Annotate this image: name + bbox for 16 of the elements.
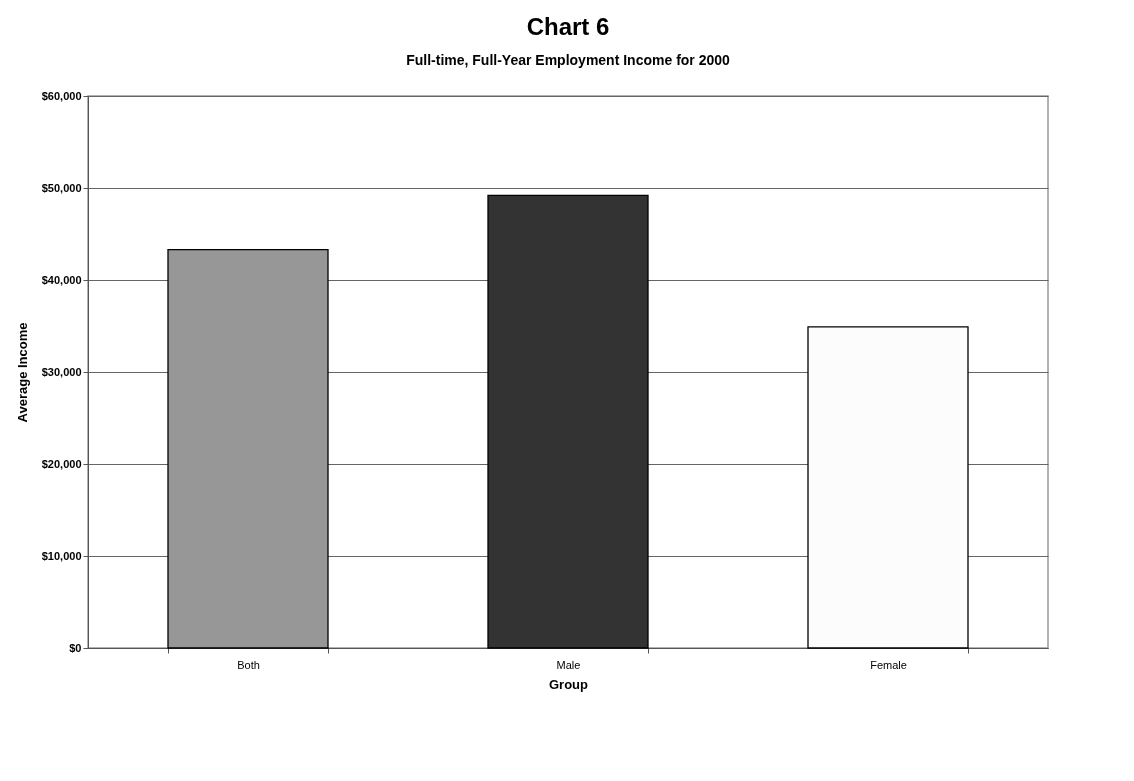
y-axis-title: Average Income bbox=[14, 322, 30, 423]
x-tick-label: Male bbox=[556, 658, 581, 671]
y-tick-label: $60,000 bbox=[41, 89, 82, 102]
y-tick-label: $0 bbox=[69, 641, 82, 654]
y-tick-label: $10,000 bbox=[41, 549, 82, 562]
x-tick-label: Both bbox=[237, 658, 260, 671]
y-tick-label: $30,000 bbox=[41, 365, 82, 378]
chart-title: Chart 6 bbox=[526, 13, 610, 40]
x-tick-label: Female bbox=[870, 658, 907, 671]
y-tick-label: $20,000 bbox=[41, 457, 82, 470]
bar bbox=[807, 326, 969, 649]
y-tick-label: $50,000 bbox=[41, 181, 82, 194]
bar bbox=[487, 194, 649, 649]
y-tick-label: $40,000 bbox=[41, 273, 82, 286]
x-axis-title: Group bbox=[549, 676, 589, 692]
chart-subtitle: Full-time, Full-Year Employment Income for 2000 bbox=[406, 52, 731, 68]
